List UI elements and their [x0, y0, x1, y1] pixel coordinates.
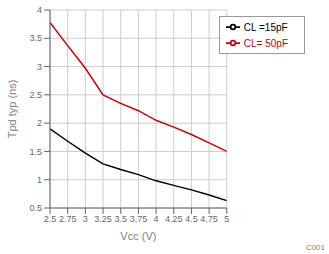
svg-text:0.5: 0.5 [29, 203, 42, 213]
svg-text:4.25: 4.25 [165, 214, 183, 224]
svg-text:4.75: 4.75 [200, 214, 218, 224]
svg-text:2: 2 [37, 118, 42, 128]
svg-text:3.75: 3.75 [130, 214, 148, 224]
html-text:CL =15pF: CL =15pF [243, 22, 288, 33]
svg-text:4: 4 [37, 5, 42, 15]
svg-text:1.5: 1.5 [29, 147, 42, 157]
svg-text:3.5: 3.5 [114, 214, 127, 224]
svg-text:4: 4 [154, 214, 159, 224]
svg-text:3.25: 3.25 [94, 214, 112, 224]
html-text:CL= 50pF: CL= 50pF [243, 38, 288, 49]
html-text:C001: C001 [305, 243, 325, 252]
svg-text:3.5: 3.5 [29, 33, 42, 43]
svg-text:Vcc (V): Vcc (V) [120, 230, 156, 242]
svg-text:2.5: 2.5 [29, 90, 42, 100]
svg-text:2.75: 2.75 [59, 214, 77, 224]
svg-text:1: 1 [37, 175, 42, 185]
svg-text:2.5: 2.5 [44, 214, 57, 224]
svg-text:3: 3 [37, 62, 42, 72]
svg-text:4.5: 4.5 [185, 214, 198, 224]
svg-text:5: 5 [224, 214, 229, 224]
svg-text:Tpd typ (ns): Tpd typ (ns) [8, 80, 18, 139]
svg-text:3: 3 [83, 214, 88, 224]
